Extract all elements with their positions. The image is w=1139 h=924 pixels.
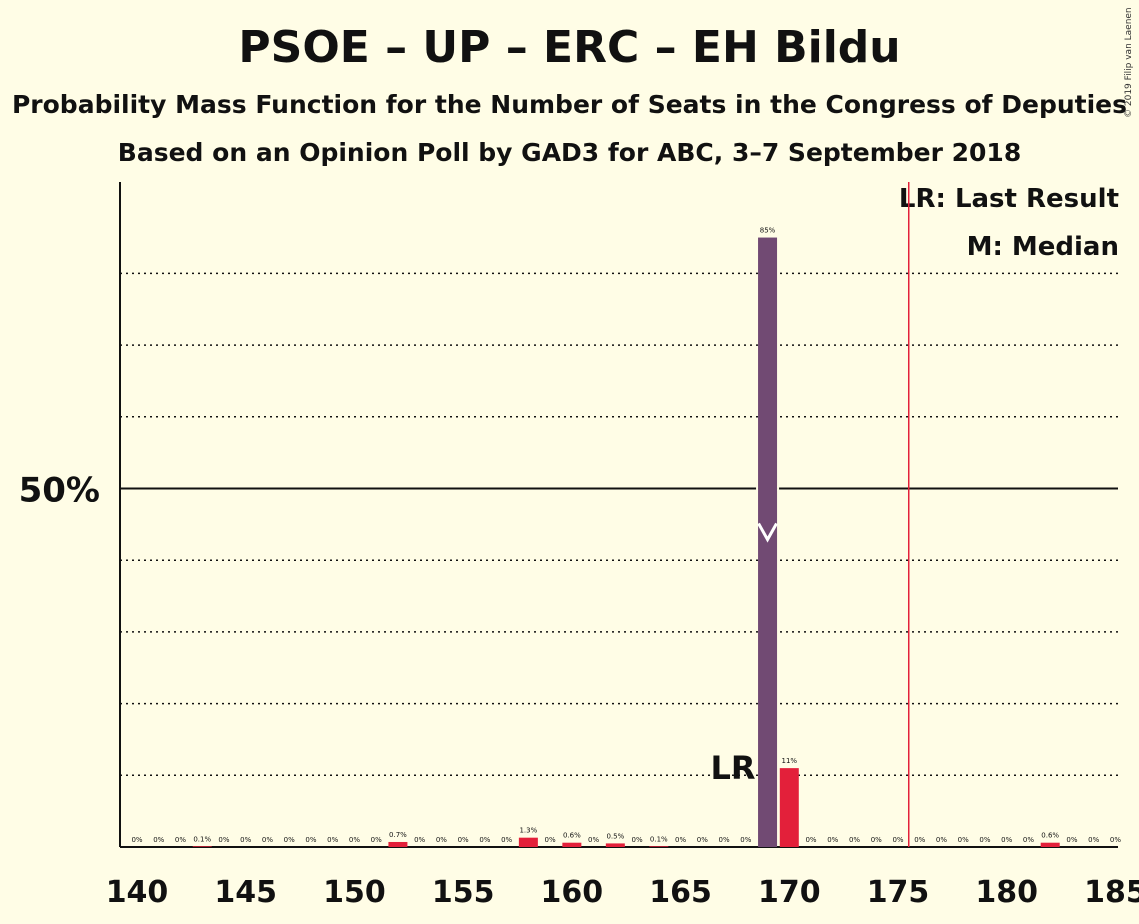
bar-label-159: 0% (545, 836, 556, 844)
bar-label-182: 0.6% (1041, 832, 1059, 840)
bar-label-179: 0% (979, 836, 990, 844)
bar-143 (192, 846, 212, 847)
chart-subtitle: Probability Mass Function for the Number… (11, 90, 1128, 119)
bar-label-173: 0% (849, 836, 860, 844)
bar-label-140: 0% (131, 836, 142, 844)
bar-label-170: 11% (782, 757, 798, 765)
bar-label-154: 0% (436, 836, 447, 844)
bar-label-167: 0% (719, 836, 730, 844)
bar-152 (388, 841, 408, 847)
bar-label-172: 0% (827, 836, 838, 844)
x-tick-170: 170 (758, 875, 821, 910)
bar-label-149: 0% (327, 836, 338, 844)
bar-label-157: 0% (501, 836, 512, 844)
bar-label-181: 0% (1023, 836, 1034, 844)
last-result-label: LR (711, 749, 756, 787)
bar-label-158: 1.3% (519, 827, 537, 835)
bar-158 (518, 837, 538, 847)
chart-subtitle-source: Based on an Opinion Poll by GAD3 for ABC… (117, 138, 1022, 167)
bar-label-175: 0% (892, 836, 903, 844)
bar-label-184: 0% (1088, 836, 1099, 844)
bar-label-143: 0.1% (193, 835, 211, 843)
x-tick-165: 165 (649, 875, 712, 910)
bar-label-162: 0.5% (606, 832, 624, 840)
bar-label-178: 0% (958, 836, 969, 844)
x-tick-155: 155 (432, 875, 495, 910)
legend-median: M: Median (966, 232, 1119, 262)
bar-label-153: 0% (414, 836, 425, 844)
bar-label-152: 0.7% (389, 831, 407, 839)
bar-182 (1040, 842, 1060, 847)
bar-label-185: 0% (1110, 836, 1121, 844)
bar-label-146: 0% (262, 836, 273, 844)
chart-title: PSOE – UP – ERC – EH Bildu (238, 22, 901, 73)
line-gap-left (756, 486, 759, 491)
bar-label-147: 0% (284, 836, 295, 844)
bar-164 (649, 846, 669, 847)
bar-label-180: 0% (1001, 836, 1012, 844)
x-tick-180: 180 (975, 875, 1038, 910)
x-tick-175: 175 (867, 875, 930, 910)
bar-label-151: 0% (371, 836, 382, 844)
bar-label-164: 0.1% (650, 835, 668, 843)
bar-label-142: 0% (175, 836, 186, 844)
bar-label-163: 0% (632, 836, 643, 844)
bar-label-176: 0% (914, 836, 925, 844)
x-tick-160: 160 (541, 875, 604, 910)
x-tick-140: 140 (106, 875, 169, 910)
bar-160 (562, 842, 582, 847)
bar-label-155: 0% (458, 836, 469, 844)
median-marker (757, 522, 778, 543)
x-tick-150: 150 (323, 875, 386, 910)
bar-label-141: 0% (153, 836, 164, 844)
bar-label-174: 0% (871, 836, 882, 844)
bar-label-171: 0% (805, 836, 816, 844)
bar-label-168: 0% (740, 836, 751, 844)
line-gap-right (777, 486, 780, 491)
x-tick-145: 145 (214, 875, 277, 910)
bar-label-183: 0% (1066, 836, 1077, 844)
bar-label-166: 0% (697, 836, 708, 844)
y-tick-label-50: 50% (19, 471, 100, 511)
bar-162 (605, 843, 625, 847)
bar-label-165: 0% (675, 836, 686, 844)
bar-label-145: 0% (240, 836, 251, 844)
bar-label-150: 0% (349, 836, 360, 844)
bar-label-144: 0% (218, 836, 229, 844)
bar-label-148: 0% (305, 836, 316, 844)
bar-label-156: 0% (479, 836, 490, 844)
bar-170 (779, 768, 799, 847)
bar-label-169: 85% (760, 227, 776, 235)
bar-label-177: 0% (936, 836, 947, 844)
bar-label-161: 0% (588, 836, 599, 844)
x-tick-185: 185 (1084, 875, 1139, 910)
legend-last-result: LR: Last Result (898, 184, 1119, 214)
bar-label-160: 0.6% (563, 832, 581, 840)
